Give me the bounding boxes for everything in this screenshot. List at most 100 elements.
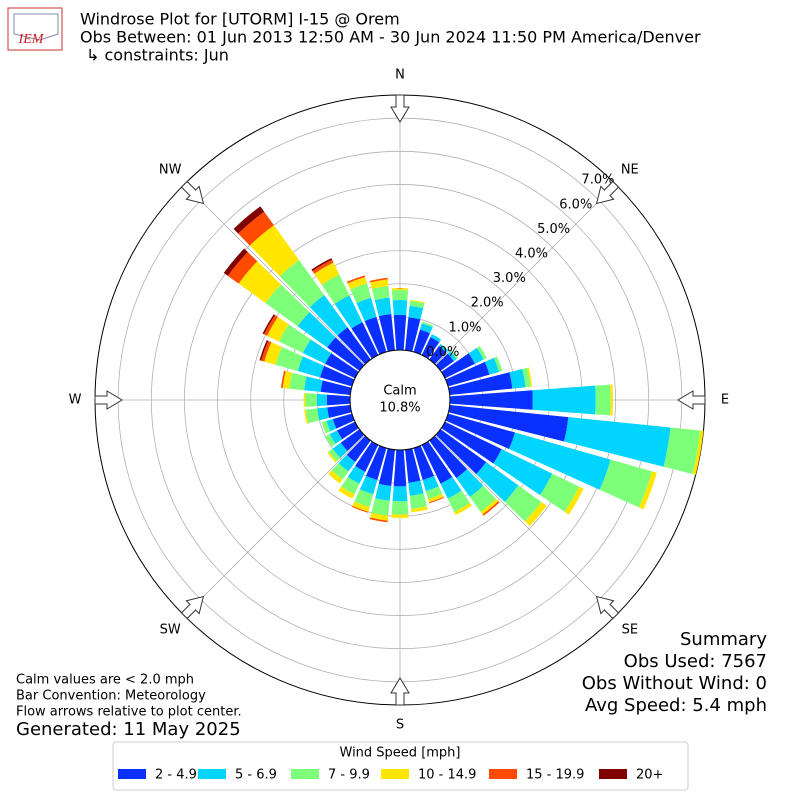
- bar-segment: [428, 493, 444, 503]
- logo-text: IEM: [18, 32, 45, 47]
- bar-segment: [425, 486, 443, 500]
- constraints: ↳ constraints: Jun: [86, 46, 229, 65]
- bar-segment: [375, 483, 392, 501]
- grid-spoke: [184, 184, 365, 365]
- bar-segment: [320, 365, 355, 387]
- r-tick-label: 7.0%: [581, 173, 614, 188]
- bar-segment: [599, 459, 653, 508]
- compass-label: NW: [159, 163, 182, 178]
- bar-segment: [304, 376, 323, 392]
- bar-segment: [267, 316, 289, 342]
- bar-segment: [279, 260, 325, 308]
- bar-segment: [321, 274, 350, 304]
- r-tick-label: 3.0%: [493, 271, 526, 286]
- r-tick-label: 1.0%: [448, 320, 481, 335]
- bar-segment: [238, 211, 274, 246]
- legend-swatch: [118, 769, 146, 779]
- bar-segment: [482, 501, 500, 516]
- flow-arrow: [677, 390, 706, 410]
- bar-segment: [334, 295, 363, 329]
- bar-segment: [261, 340, 272, 362]
- bar-segment: [429, 435, 468, 479]
- bar-segment: [564, 417, 671, 467]
- bar-segment: [321, 420, 331, 434]
- bar-segment: [448, 372, 513, 395]
- bar-segment: [305, 408, 320, 424]
- bar-segment: [359, 475, 378, 495]
- bar-segment: [355, 441, 379, 472]
- bar-segment: [327, 337, 365, 371]
- bar-segment: [371, 498, 390, 516]
- flow-arrow: [180, 180, 205, 205]
- bar-segment: [391, 288, 409, 291]
- bar-segment: [249, 225, 300, 277]
- bar-segment: [413, 329, 430, 355]
- note: Calm values are < 2.0 mph: [16, 673, 194, 688]
- bar-segment: [454, 502, 472, 516]
- bar-segment: [405, 448, 421, 483]
- bar-segment: [303, 392, 306, 408]
- bar-segment: [447, 351, 457, 362]
- bar-segment: [468, 347, 484, 364]
- bar-segment: [393, 449, 407, 487]
- bar-segment: [493, 356, 503, 372]
- chart-title: Windrose Plot for [UTORM] I-15 @ Orem: [80, 10, 400, 29]
- bar-segment: [435, 353, 454, 371]
- legend-label: 20+: [636, 768, 663, 783]
- bar-segment: [340, 429, 365, 452]
- legend-label: 2 - 4.9: [155, 768, 197, 783]
- bar-segment: [524, 501, 547, 527]
- bar-segment: [429, 346, 447, 365]
- bar-segment: [422, 475, 439, 492]
- bar-segment: [392, 299, 408, 316]
- bar-segment: [456, 469, 484, 497]
- legend-swatch: [489, 769, 517, 779]
- bar-segment: [312, 259, 334, 274]
- bar-segment: [435, 429, 487, 475]
- bar-segment: [445, 413, 516, 450]
- calm-value: 10.8%: [379, 401, 420, 416]
- bar-segment: [408, 305, 424, 320]
- bar-segment: [327, 451, 337, 463]
- flow-arrow: [94, 390, 123, 410]
- bar-segment: [265, 284, 310, 327]
- bar-segment: [314, 262, 340, 285]
- bar-segment: [329, 430, 343, 444]
- bar-segment: [352, 501, 370, 512]
- bar-segment: [311, 258, 333, 271]
- bar-segment: [338, 454, 356, 472]
- bar-segment: [391, 290, 409, 301]
- bar-segment: [392, 486, 408, 502]
- bar-segment: [428, 496, 444, 504]
- bar-segment: [450, 350, 459, 360]
- legend-box: [112, 741, 689, 791]
- bar-segment: [663, 427, 701, 475]
- bar-segment: [476, 345, 487, 360]
- bar-segment: [441, 421, 502, 464]
- bar-segment: [297, 356, 325, 378]
- legend-title: Wind Speed [mph]: [340, 746, 461, 761]
- bar-segment: [692, 430, 704, 475]
- bar-segment: [405, 317, 421, 352]
- bar-segment: [409, 493, 427, 510]
- compass-label: NE: [621, 163, 639, 178]
- bar-segment: [337, 327, 371, 365]
- bar-segment: [337, 421, 359, 440]
- bar-segment: [259, 340, 269, 361]
- bar-segment: [391, 501, 409, 515]
- note: Bar Convention: Meteorology: [16, 689, 206, 704]
- bar-segment: [408, 480, 424, 496]
- bar-segment: [304, 409, 309, 424]
- bar-segment: [281, 370, 286, 389]
- compass-label: E: [721, 393, 729, 408]
- flow-arrow: [390, 677, 410, 706]
- legend-label: 15 - 19.9: [526, 768, 584, 783]
- bar-segment: [409, 300, 425, 309]
- bar-segment: [532, 385, 596, 415]
- legend-swatch: [291, 769, 319, 779]
- bar-segment: [393, 314, 407, 351]
- bar-segment: [356, 297, 377, 322]
- bar-segment: [595, 384, 611, 416]
- bar-segment: [297, 312, 336, 348]
